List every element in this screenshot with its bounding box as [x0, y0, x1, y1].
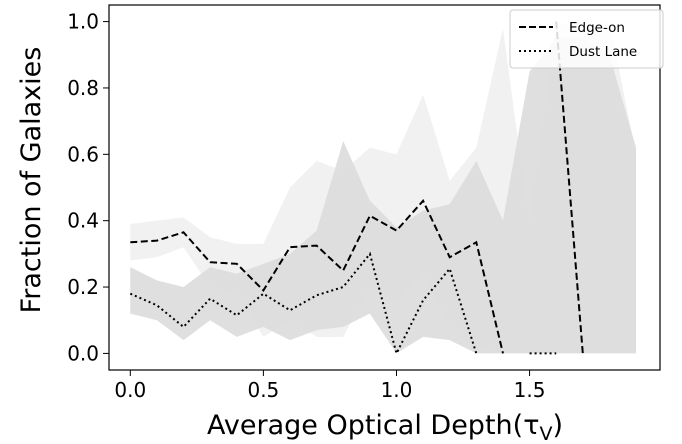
y-tick-label: 1.0: [67, 10, 99, 34]
x-tick-label: 0.0: [114, 378, 146, 402]
x-tick-label: 0.5: [247, 378, 279, 402]
x-tick-label: 1.5: [514, 378, 546, 402]
y-tick-label: 0.6: [67, 142, 99, 166]
x-axis-label: Average Optical Depth(τV): [207, 410, 563, 444]
x-axis-label-math: (τ: [513, 410, 540, 441]
y-axis-ticks: 0.0 0.2 0.4 0.6 0.8 1.0: [67, 10, 109, 366]
x-axis-ticks: 0.0 0.5 1.0 1.5: [114, 370, 545, 402]
x-axis-label-text: Average Optical Depth: [207, 410, 513, 441]
legend-edge-on-label: Edge-on: [569, 20, 625, 36]
x-axis-label-subscript: V: [539, 423, 552, 444]
y-tick-label: 0.2: [67, 275, 99, 299]
legend: Edge-on Dust Lane: [510, 10, 663, 68]
y-axis-label: Fraction of Galaxies: [16, 47, 47, 314]
legend-dust-lane-label: Dust Lane: [569, 44, 637, 60]
x-tick-label: 1.0: [381, 378, 413, 402]
x-axis-label-close: ): [552, 410, 563, 441]
y-tick-label: 0.4: [67, 209, 99, 233]
y-tick-label: 0.8: [67, 76, 99, 100]
y-tick-label: 0.0: [67, 341, 99, 365]
